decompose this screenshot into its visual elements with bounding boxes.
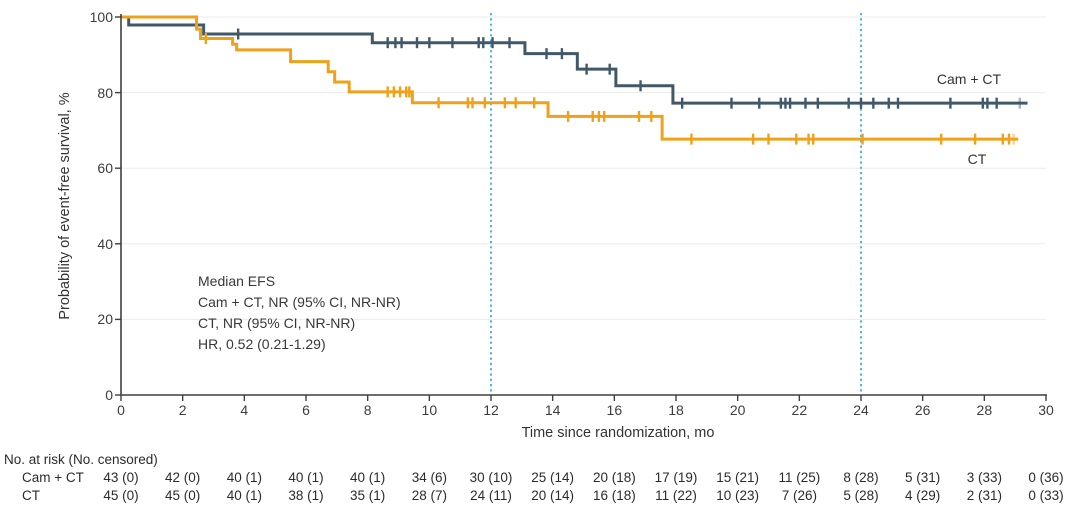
curve-label-ct: CT [967,151,987,167]
x-tick-label: 6 [302,402,310,418]
risk-cell: 28 (7) [411,488,447,503]
risk-table-header: No. at risk (No. censored) [4,452,158,467]
y-tick-label: 40 [97,235,113,252]
risk-cell: 25 (14) [531,470,575,485]
annotation-line-hr: HR, 0.52 (0.21-1.29) [198,336,326,352]
risk-cell: 11 (25) [778,470,821,485]
gridlines [121,16,1046,320]
x-tick-label: 0 [117,402,125,418]
x-tick-label: 12 [483,402,499,418]
risk-cell: 11 (22) [655,488,697,503]
risk-cell: 20 (18) [592,470,636,485]
risk-cell: 4 (29) [905,488,941,503]
risk-cell: 40 (1) [350,470,386,485]
risk-cell: 15 (21) [716,470,760,485]
y-tick-label: 80 [97,84,113,101]
annotation-line-ct: CT, NR (95% CI, NR-NR) [198,315,356,331]
risk-cell: 5 (28) [843,488,879,503]
risk-cell: 5 (31) [905,470,941,485]
risk-cell: 3 (33) [966,470,1002,485]
risk-row-label-ct: CT [22,488,40,503]
risk-cell: 45 (0) [165,488,201,503]
risk-cell: 40 (1) [226,470,262,485]
x-tick-label: 22 [791,402,808,418]
x-tick-label: 16 [606,402,623,418]
x-tick-label: 20 [729,402,746,418]
median-efs-annotation: Median EFS Cam + CT, NR (95% CI, NR-NR) … [198,271,401,355]
x-tick-label: 28 [976,402,993,418]
risk-cell: 40 (1) [226,488,262,503]
x-tick-label: 8 [363,402,372,418]
y-tick-label: 100 [89,9,113,25]
annotation-line-camct: Cam + CT, NR (95% CI, NR-NR) [198,294,401,310]
risk-cell: 40 (1) [288,470,324,485]
risk-cell: 35 (1) [350,488,386,503]
x-tick-label: 18 [668,402,684,418]
x-tick-label: 2 [178,402,187,418]
risk-cell: 38 (1) [288,488,324,503]
x-tick-label: 14 [544,402,561,418]
risk-cell: 24 (11) [470,488,512,503]
y-tick-label: 0 [105,387,113,403]
x-tick-label: 4 [240,402,249,418]
risk-cell: 20 (14) [531,488,575,503]
series-camct [121,15,1028,109]
risk-cell: 10 (23) [716,488,760,503]
risk-cell: 0 (33) [1028,488,1064,503]
y-axis-title: Probability of event-free survival, % [57,92,73,320]
reference-lines [490,13,862,395]
km-curve [121,15,1028,105]
annotation-line-median: Median EFS [198,273,276,289]
risk-cell: 7 (26) [781,488,817,503]
risk-cell: 8 (28) [843,470,879,485]
axes [115,14,1047,401]
y-tick-label: 20 [97,311,113,328]
risk-cell: 34 (6) [411,470,447,485]
risk-cell: 45 (0) [103,488,139,503]
risk-cell: 0 (36) [1028,470,1064,485]
x-tick-label: 30 [1038,402,1054,418]
risk-cell: 17 (19) [654,470,698,485]
km-curve [121,15,1019,141]
risk-row-label-camct: Cam + CT [22,470,84,485]
x-tick-label: 10 [421,402,438,418]
x-axis-title: Time since randomization, mo [521,425,715,441]
x-tick-label: 26 [914,402,931,418]
series-ct [121,15,1019,145]
x-tick-label: 24 [853,402,869,418]
risk-cell: 2 (31) [966,488,1002,503]
y-tick-label: 60 [97,160,113,177]
risk-cell: 16 (18) [592,488,636,503]
curve-label-camct: Cam + CT [936,71,1002,87]
risk-cell: 30 (10) [469,470,513,485]
risk-cell: 42 (0) [165,470,201,485]
risk-cell: 43 (0) [103,470,139,485]
